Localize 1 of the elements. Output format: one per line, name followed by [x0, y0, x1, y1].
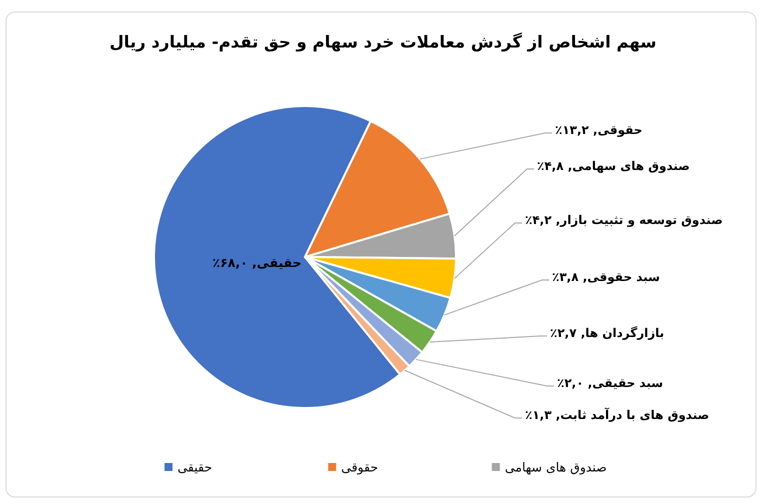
title: سهم اشخاص از گردش معاملات خرد سهام و حق تقدم- میلیارد ریال [109, 32, 657, 52]
